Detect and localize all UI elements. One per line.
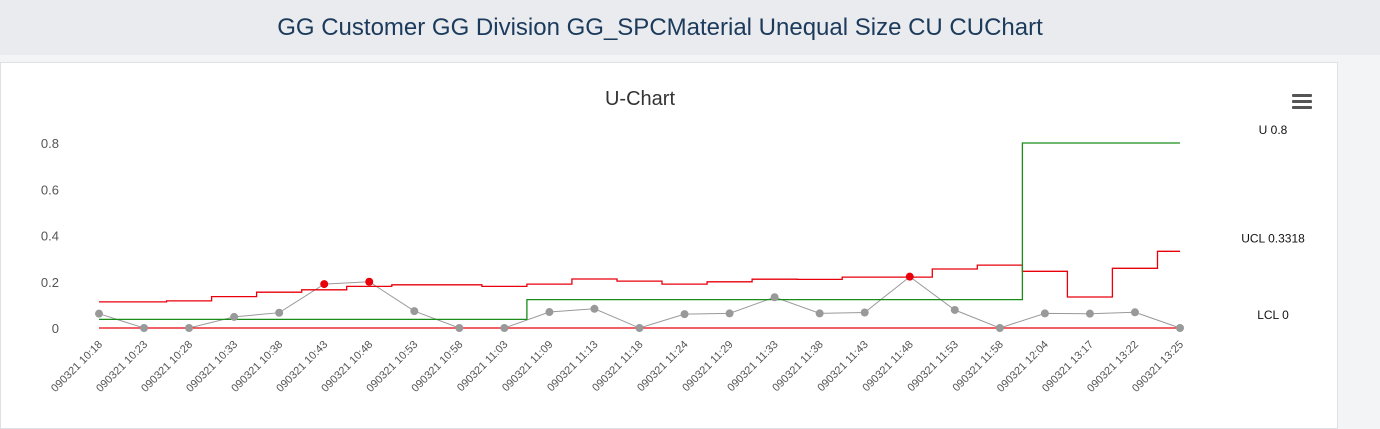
data-point[interactable]: [680, 310, 689, 319]
limit-label: LCL 0: [1257, 308, 1289, 322]
y-tick-label: 0.4: [41, 229, 59, 244]
data-point[interactable]: [725, 309, 734, 318]
ucl-line: [99, 250, 1180, 303]
chart-title: U-Chart: [605, 88, 675, 110]
chart-menu-button[interactable]: [1286, 88, 1316, 114]
page-title: GG Customer GG Division GG_SPCMaterial U…: [277, 13, 1043, 41]
data-point[interactable]: [590, 304, 599, 313]
data-point[interactable]: [1130, 308, 1139, 317]
limit-label: UCL 0.3318: [1241, 231, 1305, 245]
plot-area: [95, 142, 1184, 332]
data-point[interactable]: [995, 324, 1004, 332]
y-tick-label: 0: [52, 321, 59, 336]
data-point[interactable]: [95, 309, 103, 318]
data-point[interactable]: [770, 293, 779, 302]
data-point[interactable]: [230, 312, 239, 321]
data-point[interactable]: [185, 324, 194, 332]
data-point[interactable]: [635, 324, 644, 332]
right-gutter: [1339, 55, 1380, 429]
data-point[interactable]: [545, 308, 554, 317]
data-point[interactable]: [860, 308, 869, 317]
data-point[interactable]: [410, 307, 419, 316]
out-of-control-point[interactable]: [320, 280, 329, 289]
data-point[interactable]: [140, 324, 149, 332]
y-tick-label: 0.6: [41, 182, 59, 197]
y-tick-label: 0.2: [41, 275, 59, 290]
limit-labels: U 0.8 UCL 0.3318 LCL 0: [1241, 123, 1305, 322]
out-of-control-point[interactable]: [905, 272, 914, 281]
page-header: GG Customer GG Division GG_SPCMaterial U…: [0, 0, 1380, 55]
limit-label: U 0.8: [1259, 123, 1288, 137]
center-line: [99, 142, 1180, 321]
measure-line: [98, 276, 1181, 329]
y-axis: 0 0.2 0.4 0.6 0.8: [41, 136, 59, 336]
y-tick-label: 0.8: [41, 136, 59, 151]
data-point[interactable]: [1085, 309, 1094, 318]
out-of-control-point[interactable]: [365, 277, 374, 286]
chart-panel: [0, 62, 1338, 429]
data-point[interactable]: [1040, 309, 1049, 318]
data-point[interactable]: [500, 324, 509, 332]
data-point[interactable]: [815, 309, 824, 318]
data-point[interactable]: [1176, 324, 1184, 332]
data-point[interactable]: [455, 324, 464, 332]
data-point[interactable]: [950, 305, 959, 314]
data-point[interactable]: [275, 308, 284, 317]
